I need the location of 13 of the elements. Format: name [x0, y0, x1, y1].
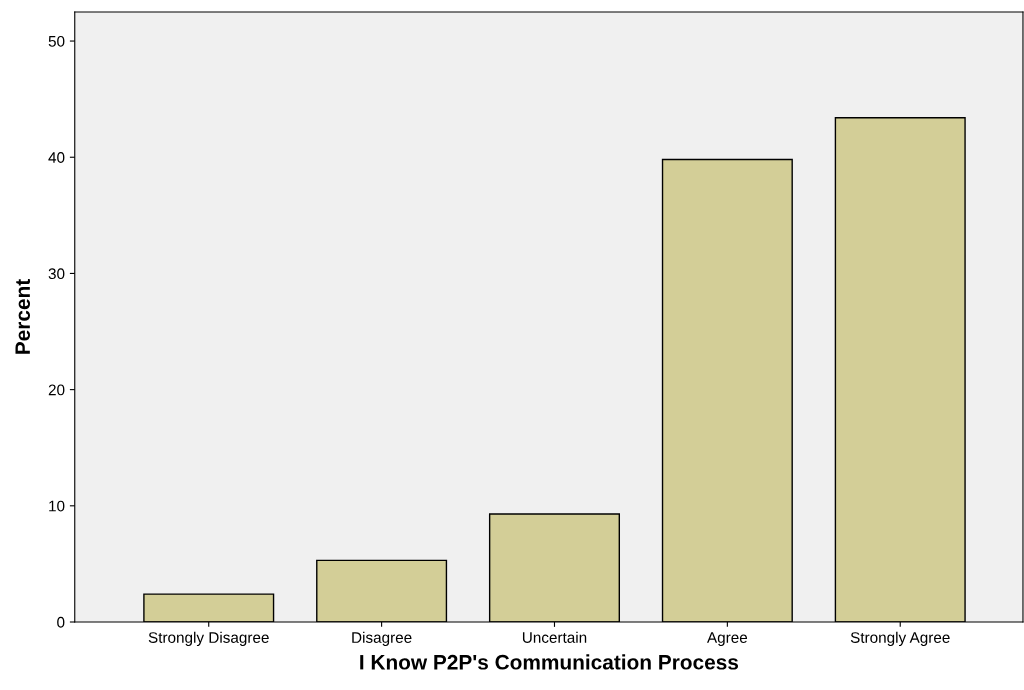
x-tick-label: Agree — [707, 632, 748, 646]
y-tick-label: 10 — [49, 500, 65, 512]
x-tick-label: Strongly Agree — [850, 631, 950, 646]
x-tick-label: Disagree — [352, 631, 412, 646]
y-tick-label: 50 — [48, 35, 65, 47]
y-tick-label: 40 — [48, 152, 65, 163]
y-tick-label: 30 — [48, 268, 65, 280]
y-tick-label: 0 — [57, 616, 65, 628]
y-tick-label: 20 — [48, 384, 65, 396]
x-tick-label: Strongly Disagree — [148, 631, 269, 646]
x-axis-title: I Know P2P's Communication Process — [360, 654, 739, 670]
x-tick-label: Uncertain — [522, 631, 587, 643]
y-axis-title: Percent — [15, 279, 31, 354]
